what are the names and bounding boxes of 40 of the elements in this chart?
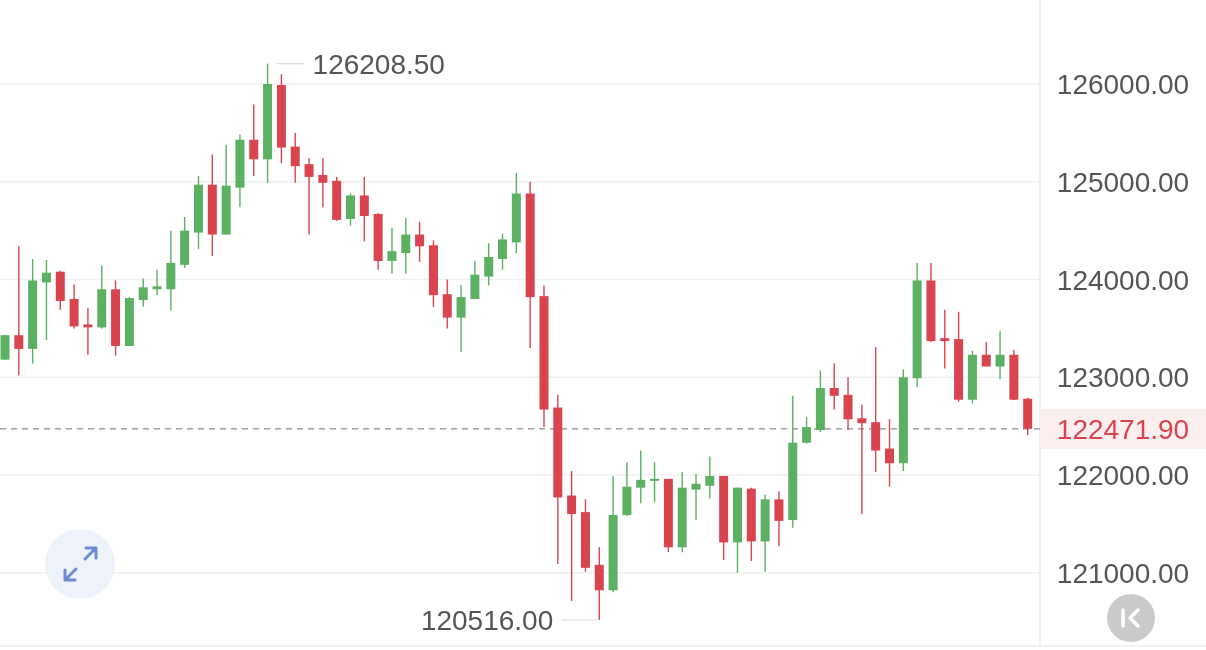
candlestick [152,269,162,296]
ref-line-label: 122471.90 [1056,413,1190,445]
candlestick [359,176,369,243]
candlestick [857,403,867,515]
candlestick [829,362,839,411]
candlestick [346,192,356,227]
candlestick [442,278,452,330]
candlestick [498,232,508,271]
y-tick-label: 122000.00 [1056,459,1190,491]
candlestick [415,221,425,263]
candlestick [138,277,148,308]
candlestick [401,217,411,275]
candlestick [650,461,660,504]
candlestick [774,490,784,548]
y-tick-label: 124000.00 [1056,264,1190,296]
candlestick [636,449,646,505]
candlestick [83,307,93,356]
candlestick [456,284,466,353]
candlestick [802,416,812,445]
y-tick-label: 123000.00 [1056,361,1190,393]
candlestick [885,418,894,488]
annotation: 120516.00 [420,604,554,636]
candlestick [304,157,314,236]
candlestick [981,341,991,368]
candlestick [290,132,300,184]
candlestick [940,309,950,370]
y-tick-label: 121000.00 [1056,557,1190,589]
candlestick [705,455,715,500]
candlestick [387,227,397,275]
annotation: 126208.50 [312,48,445,80]
candlestick [691,473,701,521]
candlestick [567,470,577,602]
candlestick [318,157,328,208]
candlestick [249,103,259,177]
y-tick-label: 126000.00 [1056,68,1190,100]
y-tick-label: 125000.00 [1056,166,1190,198]
candlestick [995,330,1005,380]
candlestick [484,242,494,287]
candlestick [14,245,24,376]
candlestick [41,259,51,341]
